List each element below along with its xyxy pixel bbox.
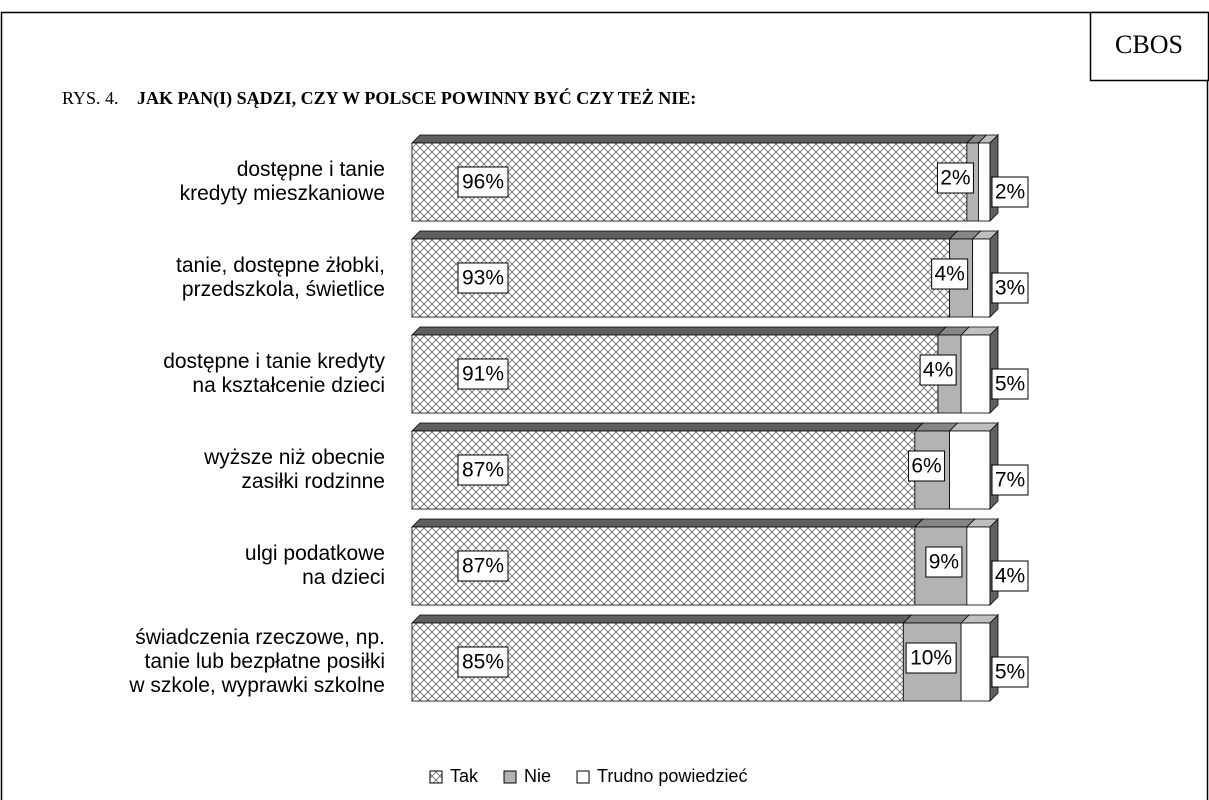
value-label-box xyxy=(991,464,1029,496)
category-line: dostępne i tanie kredyty xyxy=(163,350,385,373)
category-line: świadczenia rzeczowe, np. xyxy=(135,626,385,649)
value-label: 3% xyxy=(995,277,1025,300)
value-label-box xyxy=(991,656,1029,688)
category-line: ulgi podatkowe xyxy=(245,542,385,565)
value-label-box xyxy=(936,162,974,194)
value-label-box xyxy=(457,262,509,294)
value-label: 87% xyxy=(462,459,504,482)
value-label-box xyxy=(991,176,1029,208)
source: CBOS xyxy=(1115,30,1183,59)
category-line: wyższe niż obecnie xyxy=(203,446,385,469)
bar-face xyxy=(960,622,991,702)
category-line: zasiłki rodzinne xyxy=(241,470,385,493)
value-label: 4% xyxy=(923,359,953,382)
value-label: 93% xyxy=(462,267,504,290)
value-label-box xyxy=(931,258,969,290)
category-line: na dzieci xyxy=(302,566,385,589)
bar-top xyxy=(411,230,959,240)
legend-swatch xyxy=(503,770,517,784)
category-label: świadczenia rzeczowe, np. tanie lub bezpł… xyxy=(128,626,385,697)
category-line: kredyty mieszkaniowe xyxy=(180,182,385,205)
value-label: 91% xyxy=(462,363,504,386)
value-label-box xyxy=(457,166,509,198)
value-label-box xyxy=(991,272,1029,304)
value-label: 7% xyxy=(995,469,1025,492)
category-label: dostępne i tanie kredyty na kształcenie d… xyxy=(163,350,385,397)
bar-top xyxy=(411,326,947,336)
value-label: 10% xyxy=(910,647,952,670)
bar-top xyxy=(411,614,913,624)
value-label-box xyxy=(457,646,509,678)
value-label: 2% xyxy=(940,167,970,190)
bar-segment xyxy=(411,422,924,510)
category-label: wyższe niż obecnie zasiłki rodzinne xyxy=(203,446,385,493)
category-line: dostępne i tanie xyxy=(237,158,385,181)
value-label: 2% xyxy=(995,181,1025,204)
bar-top xyxy=(411,134,976,144)
category-label: ulgi podatkowe na dzieci xyxy=(245,542,385,589)
value-label-box xyxy=(457,358,509,390)
value-label-box xyxy=(925,546,963,578)
bar-face xyxy=(949,430,991,510)
value-label-box xyxy=(919,354,957,386)
value-label: 87% xyxy=(462,555,504,578)
value-label: 5% xyxy=(995,661,1025,684)
value-label: 9% xyxy=(929,551,959,574)
category-line: na kształcenie dzieci xyxy=(192,374,385,397)
legend-label: Trudno powiedzieć xyxy=(597,766,747,786)
bar-face xyxy=(972,238,991,318)
figure-label: RYS. 4. xyxy=(62,88,119,108)
frame xyxy=(0,11,1209,800)
bar-top xyxy=(411,422,924,432)
bar-face xyxy=(978,142,991,222)
category-line: w szkole, wyprawki szkolne xyxy=(128,674,385,697)
category-label: tanie, dostępne żłobki, przedszkola, świe… xyxy=(176,254,385,301)
bar-face xyxy=(960,334,991,414)
value-label: 4% xyxy=(995,565,1025,588)
legend-swatch xyxy=(429,770,443,784)
bar-segment xyxy=(948,422,999,510)
category-line: tanie, dostępne żłobki, xyxy=(176,254,385,277)
legend-swatch xyxy=(576,770,590,784)
legend-label: Nie xyxy=(524,766,551,786)
value-label: 5% xyxy=(995,373,1025,396)
legend-label: Tak xyxy=(450,766,479,786)
value-label: 4% xyxy=(934,263,964,286)
value-label: 6% xyxy=(911,455,941,478)
value-label-box xyxy=(991,560,1029,592)
bar-top xyxy=(902,614,971,624)
value-label-box xyxy=(991,368,1029,400)
value-label-box xyxy=(457,454,509,486)
bar-face xyxy=(966,526,991,606)
chart-title: JAK PAN(I) SĄDZI, CZY W POLSCE POWINNY B… xyxy=(137,87,696,109)
bar-top xyxy=(913,518,976,528)
value-label: 96% xyxy=(462,171,504,194)
value-label-box xyxy=(905,642,957,674)
bar-top xyxy=(411,518,924,528)
category-line: tanie lub bezpłatne posiłki xyxy=(145,650,386,673)
value-label-box xyxy=(908,450,946,482)
category-label: dostępne i tanie kredyty mieszkaniowe xyxy=(180,158,385,205)
value-label: 85% xyxy=(462,651,504,674)
category-line: przedszkola, świetlice xyxy=(182,278,385,301)
value-label-box xyxy=(457,550,509,582)
